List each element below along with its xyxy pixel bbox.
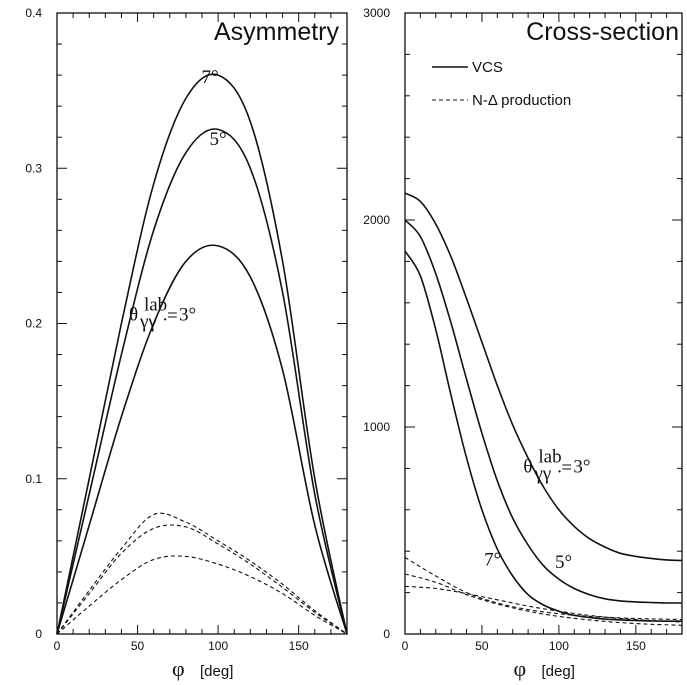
- series-line-dashed: [56, 524, 348, 635]
- x-tick-label: 0: [402, 639, 409, 653]
- cross-section-panel: 0 50 100 150 0 1000 2000 3000 Cross-section φ [deg…: [363, 6, 683, 681]
- y-tick-label: 2000: [363, 213, 390, 227]
- x-tick-label: 150: [289, 639, 309, 653]
- y-tick-label: 0.1: [25, 472, 42, 486]
- legend: VCS N-Δ production: [432, 59, 571, 109]
- x-tick-label: 0: [54, 639, 61, 653]
- x-axis-symbol: φ: [514, 656, 527, 681]
- y-tick-label: 1000: [363, 420, 390, 434]
- series-line-solid: [56, 244, 348, 635]
- x-tick-label: 100: [208, 639, 228, 653]
- x-tick-label: 150: [626, 639, 646, 653]
- curve-label: 7°: [202, 67, 219, 88]
- theta-subscript: γγ: [139, 311, 157, 332]
- theta-superscript: lab: [144, 294, 167, 315]
- panel-title: Asymmetry: [214, 18, 340, 46]
- theta-subscript: γγ: [533, 464, 551, 485]
- x-tick-label: 50: [131, 639, 145, 653]
- panel-title: Cross-section: [526, 18, 679, 46]
- legend-label: VCS: [472, 59, 503, 76]
- y-tick-label: 3000: [363, 6, 390, 20]
- curve-label: 3°: [179, 304, 196, 325]
- curve-label: 5°: [210, 129, 227, 150]
- theta-equals: =: [561, 458, 572, 479]
- theta-curve-label: θ γγ ·lab= 3°: [523, 447, 590, 485]
- y-tick-label: 0: [35, 627, 42, 641]
- theta-symbol: θ: [523, 457, 532, 478]
- x-axis-symbol: φ: [172, 656, 185, 681]
- y-tick-label: 0.3: [25, 161, 42, 175]
- y-tick-label: 0: [383, 627, 390, 641]
- y-tick-label: 0.2: [25, 317, 42, 331]
- curve-label: 7°: [484, 550, 501, 571]
- series-line-solid: [56, 128, 348, 635]
- series-line-solid: [404, 192, 683, 562]
- asymmetry-panel: 0 50 100 150 0 0.1 0.2 0.3 0.4 Asymmetry φ [deg] 7° 5…: [25, 6, 348, 681]
- series-line-dashed: [56, 555, 348, 635]
- theta-curve-label: θ γγ ·lab= 3°: [129, 294, 196, 332]
- x-axis-unit: [deg]: [200, 663, 233, 680]
- theta-prime: ·: [162, 309, 168, 330]
- series-line-dashed: [404, 573, 683, 626]
- curve-label: 5°: [555, 552, 572, 573]
- x-tick-label: 100: [549, 639, 569, 653]
- x-tick-label: 50: [475, 639, 489, 653]
- series-line-solid: [56, 73, 348, 635]
- series-line-dashed: [404, 556, 683, 621]
- theta-superscript: lab: [538, 447, 561, 468]
- series-line-dashed: [56, 512, 348, 635]
- theta-symbol: θ: [129, 304, 138, 325]
- y-tick-label: 0.4: [25, 6, 42, 20]
- x-axis-unit: [deg]: [542, 663, 575, 680]
- legend-label: N-Δ production: [472, 92, 571, 109]
- plot-frame: [56, 12, 348, 635]
- series-line-solid: [404, 219, 682, 604]
- series-line-dashed: [404, 585, 683, 623]
- curve-label: 3°: [573, 457, 590, 478]
- theta-prime: ·: [556, 462, 562, 483]
- theta-equals: =: [167, 305, 178, 326]
- series-line-solid: [404, 250, 682, 623]
